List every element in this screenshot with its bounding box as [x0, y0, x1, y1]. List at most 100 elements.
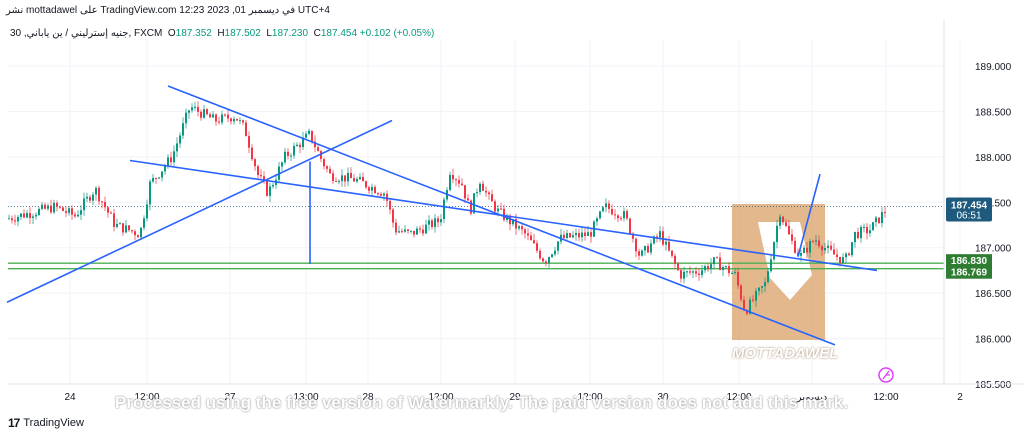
- candle-body: [377, 193, 379, 195]
- candle-body: [230, 118, 232, 122]
- candle-body: [164, 166, 166, 172]
- candle-body: [440, 219, 442, 223]
- candle-body: [14, 220, 16, 222]
- candle-body: [722, 267, 724, 271]
- support-level-label: 186.830: [951, 256, 988, 267]
- candle-body: [650, 243, 652, 253]
- candle-countdown: 06:51: [956, 210, 981, 221]
- tradingview-brand[interactable]: 17 TradingView: [8, 416, 84, 430]
- candle-body: [44, 204, 46, 209]
- candle-body: [179, 135, 181, 144]
- candle-body: [263, 176, 265, 182]
- y-tick-label: 188.500: [975, 107, 1012, 118]
- candle-body: [296, 144, 298, 147]
- candle-body: [626, 211, 628, 219]
- candle-body: [728, 266, 730, 274]
- candle-body: [509, 215, 511, 225]
- candle-body: [866, 226, 868, 234]
- candle-body: [119, 223, 121, 225]
- candle-body: [656, 236, 658, 238]
- candle-body: [23, 213, 25, 218]
- candle-body: [848, 253, 850, 256]
- candle-body: [392, 209, 394, 223]
- candle-body: [89, 196, 91, 201]
- replay-icon[interactable]: [878, 367, 894, 383]
- candle-body: [710, 264, 712, 270]
- candle-body: [824, 247, 826, 251]
- candle-body: [338, 181, 340, 183]
- candle-body: [674, 255, 676, 264]
- watermark-text: Processed using the free version of Wate…: [115, 393, 849, 412]
- candle-body: [653, 236, 655, 244]
- candle-body: [794, 240, 796, 253]
- candle-body: [62, 207, 64, 212]
- candle-body: [8, 218, 10, 220]
- candle-body: [821, 246, 823, 251]
- candle-body: [194, 106, 196, 108]
- x-tick-label: 12:00: [873, 392, 898, 403]
- candle-body: [806, 247, 808, 253]
- candle-body: [233, 118, 235, 122]
- candle-body: [47, 205, 49, 209]
- candle-body: [458, 180, 460, 184]
- candle-body: [680, 270, 682, 279]
- candle-body: [200, 111, 202, 118]
- support-level-badge: [946, 265, 992, 279]
- candle-body: [311, 130, 313, 142]
- candle-body: [41, 204, 43, 209]
- candle-body: [530, 235, 532, 241]
- candle-body: [677, 263, 679, 271]
- candle-body: [614, 214, 616, 216]
- candle-body: [26, 213, 28, 218]
- candle-body: [671, 250, 673, 256]
- candle-body: [668, 241, 670, 251]
- candle-body: [758, 287, 760, 291]
- candle-body: [590, 232, 592, 237]
- mottadawel-logo-icon: [732, 204, 825, 340]
- ohlc-open: O187.352: [167, 28, 212, 39]
- candle-body: [302, 137, 304, 148]
- candle-body: [173, 151, 175, 163]
- candle-body: [749, 299, 751, 314]
- y-tick-label: 189.000: [975, 62, 1012, 73]
- candle-body: [290, 155, 292, 157]
- candle-body: [695, 271, 697, 274]
- candle-body: [110, 212, 112, 214]
- candle-body: [608, 203, 610, 209]
- candle-body: [245, 122, 247, 137]
- candle-body: [746, 310, 748, 314]
- candle-body: [470, 200, 472, 214]
- candle-body: [485, 190, 487, 193]
- candle-body: [344, 175, 346, 182]
- candle-body: [788, 226, 790, 235]
- candle-body: [167, 157, 169, 167]
- y-tick-label: 188.000: [975, 153, 1012, 164]
- candle-body: [20, 213, 22, 217]
- candle-body: [845, 253, 847, 258]
- candle-body: [347, 172, 349, 182]
- candle-body: [872, 222, 874, 231]
- candle-body: [734, 272, 736, 274]
- candle-body: [692, 271, 694, 273]
- candle-body: [830, 245, 832, 250]
- candle-body: [131, 230, 133, 232]
- candle-body: [584, 232, 586, 236]
- candle-body: [851, 242, 853, 256]
- candle-body: [839, 256, 841, 263]
- candle-body: [854, 231, 856, 243]
- candle-body: [239, 120, 241, 122]
- candle-body: [383, 193, 385, 196]
- candle-body: [350, 172, 352, 179]
- candle-body: [149, 181, 151, 205]
- candle-body: [341, 175, 343, 182]
- candle-body: [227, 114, 229, 119]
- candle-body: [170, 157, 172, 163]
- candle-body: [878, 217, 880, 223]
- candle-body: [236, 118, 238, 121]
- candle-body: [437, 218, 439, 223]
- candle-body: [128, 225, 130, 231]
- candle-body: [35, 214, 37, 217]
- current-price-label: 187.454: [951, 200, 988, 211]
- candle-body: [620, 218, 622, 220]
